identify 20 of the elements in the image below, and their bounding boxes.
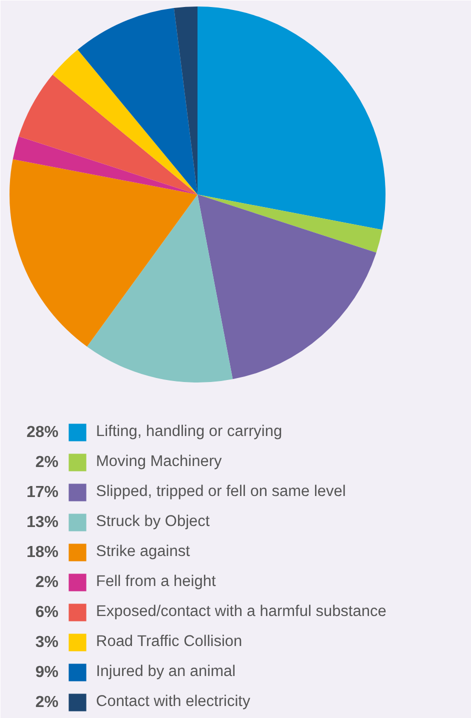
data-label: 2% xyxy=(35,694,58,711)
data-label: 28% xyxy=(26,424,59,441)
legend-label: Exposed/contact with a harmful substance xyxy=(96,602,386,622)
data-label: 13% xyxy=(26,514,59,531)
legend-label: Fell from a height xyxy=(96,572,216,592)
legend-label: Moving Machinery xyxy=(96,452,222,472)
legend-label: Contact with electricity xyxy=(96,692,250,712)
legend-label: Struck by Object xyxy=(96,512,210,532)
data-label: 9% xyxy=(35,664,58,681)
data-label: 6% xyxy=(35,604,58,621)
legend-label: Lifting, handling or carrying xyxy=(96,422,282,442)
data-label: 2% xyxy=(35,454,58,471)
legend-label: Strike against xyxy=(96,542,190,562)
legend-label: Slipped, tripped or fell on same level xyxy=(96,482,346,502)
data-label: 17% xyxy=(26,484,59,501)
legend-label: Road Traffic Collision xyxy=(96,632,242,652)
legend-label: Injured by an animal xyxy=(96,662,236,682)
data-label: 18% xyxy=(26,544,59,561)
data-label: 2% xyxy=(35,574,58,591)
data-label: 3% xyxy=(35,634,58,651)
